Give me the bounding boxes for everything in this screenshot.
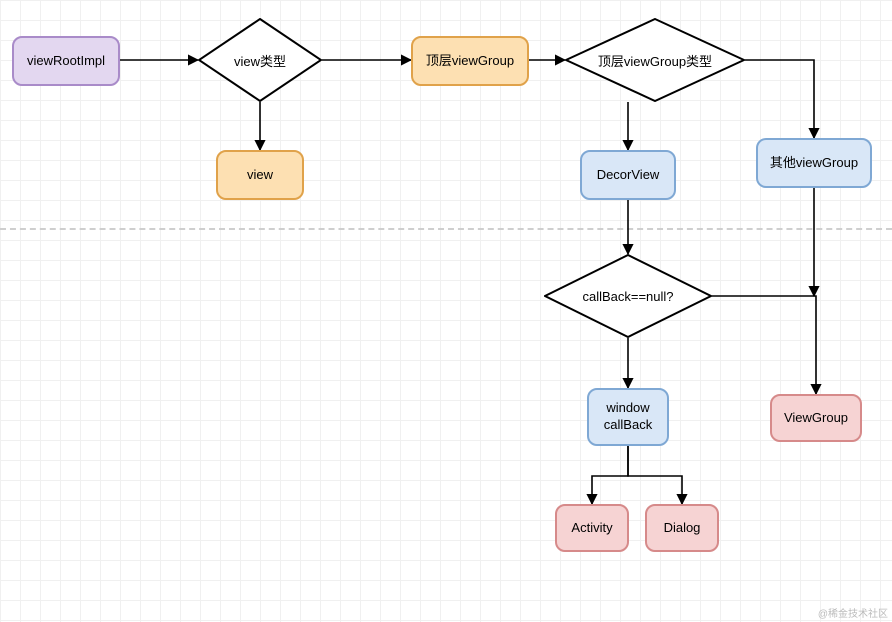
node-windowCallback: windowcallBack: [587, 388, 669, 446]
edge-windowCallback-dialog: [628, 446, 682, 504]
node-otherVg: 其他viewGroup: [756, 138, 872, 188]
edge-callbackNull-viewGroup: [712, 296, 816, 394]
node-topVgType: 顶层viewGroup类型: [565, 18, 745, 102]
edge-windowCallback-activity: [592, 446, 628, 504]
watermark: @稀金技术社区: [818, 605, 888, 620]
edges-layer: [0, 0, 892, 622]
node-viewGroup: ViewGroup: [770, 394, 862, 442]
node-dialog: Dialog: [645, 504, 719, 552]
node-topViewGroup: 顶层viewGroup: [411, 36, 529, 86]
node-viewRootImpl: viewRootImpl: [12, 36, 120, 86]
node-viewType: view类型: [198, 18, 322, 102]
node-decorView: DecorView: [580, 150, 676, 200]
node-activity: Activity: [555, 504, 629, 552]
node-view: view: [216, 150, 304, 200]
edge-topVgType-otherVg: [745, 60, 814, 138]
node-callbackNull: callBack==null?: [544, 254, 712, 338]
